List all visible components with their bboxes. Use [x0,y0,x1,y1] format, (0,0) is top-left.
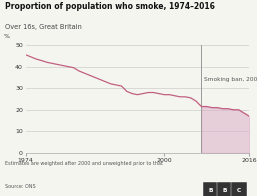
Text: B: B [208,188,213,193]
Text: %: % [3,34,9,39]
Text: Smoking ban, 2007: Smoking ban, 2007 [204,77,257,83]
Text: C: C [237,188,241,193]
Text: B: B [223,188,227,193]
Text: Proportion of population who smoke, 1974–2016: Proportion of population who smoke, 1974… [5,2,215,11]
Text: Estimates are weighted after 2000 and unweighted prior to that: Estimates are weighted after 2000 and un… [5,161,163,166]
Text: Source: ONS: Source: ONS [5,184,36,189]
Text: Over 16s, Great Britain: Over 16s, Great Britain [5,24,82,30]
